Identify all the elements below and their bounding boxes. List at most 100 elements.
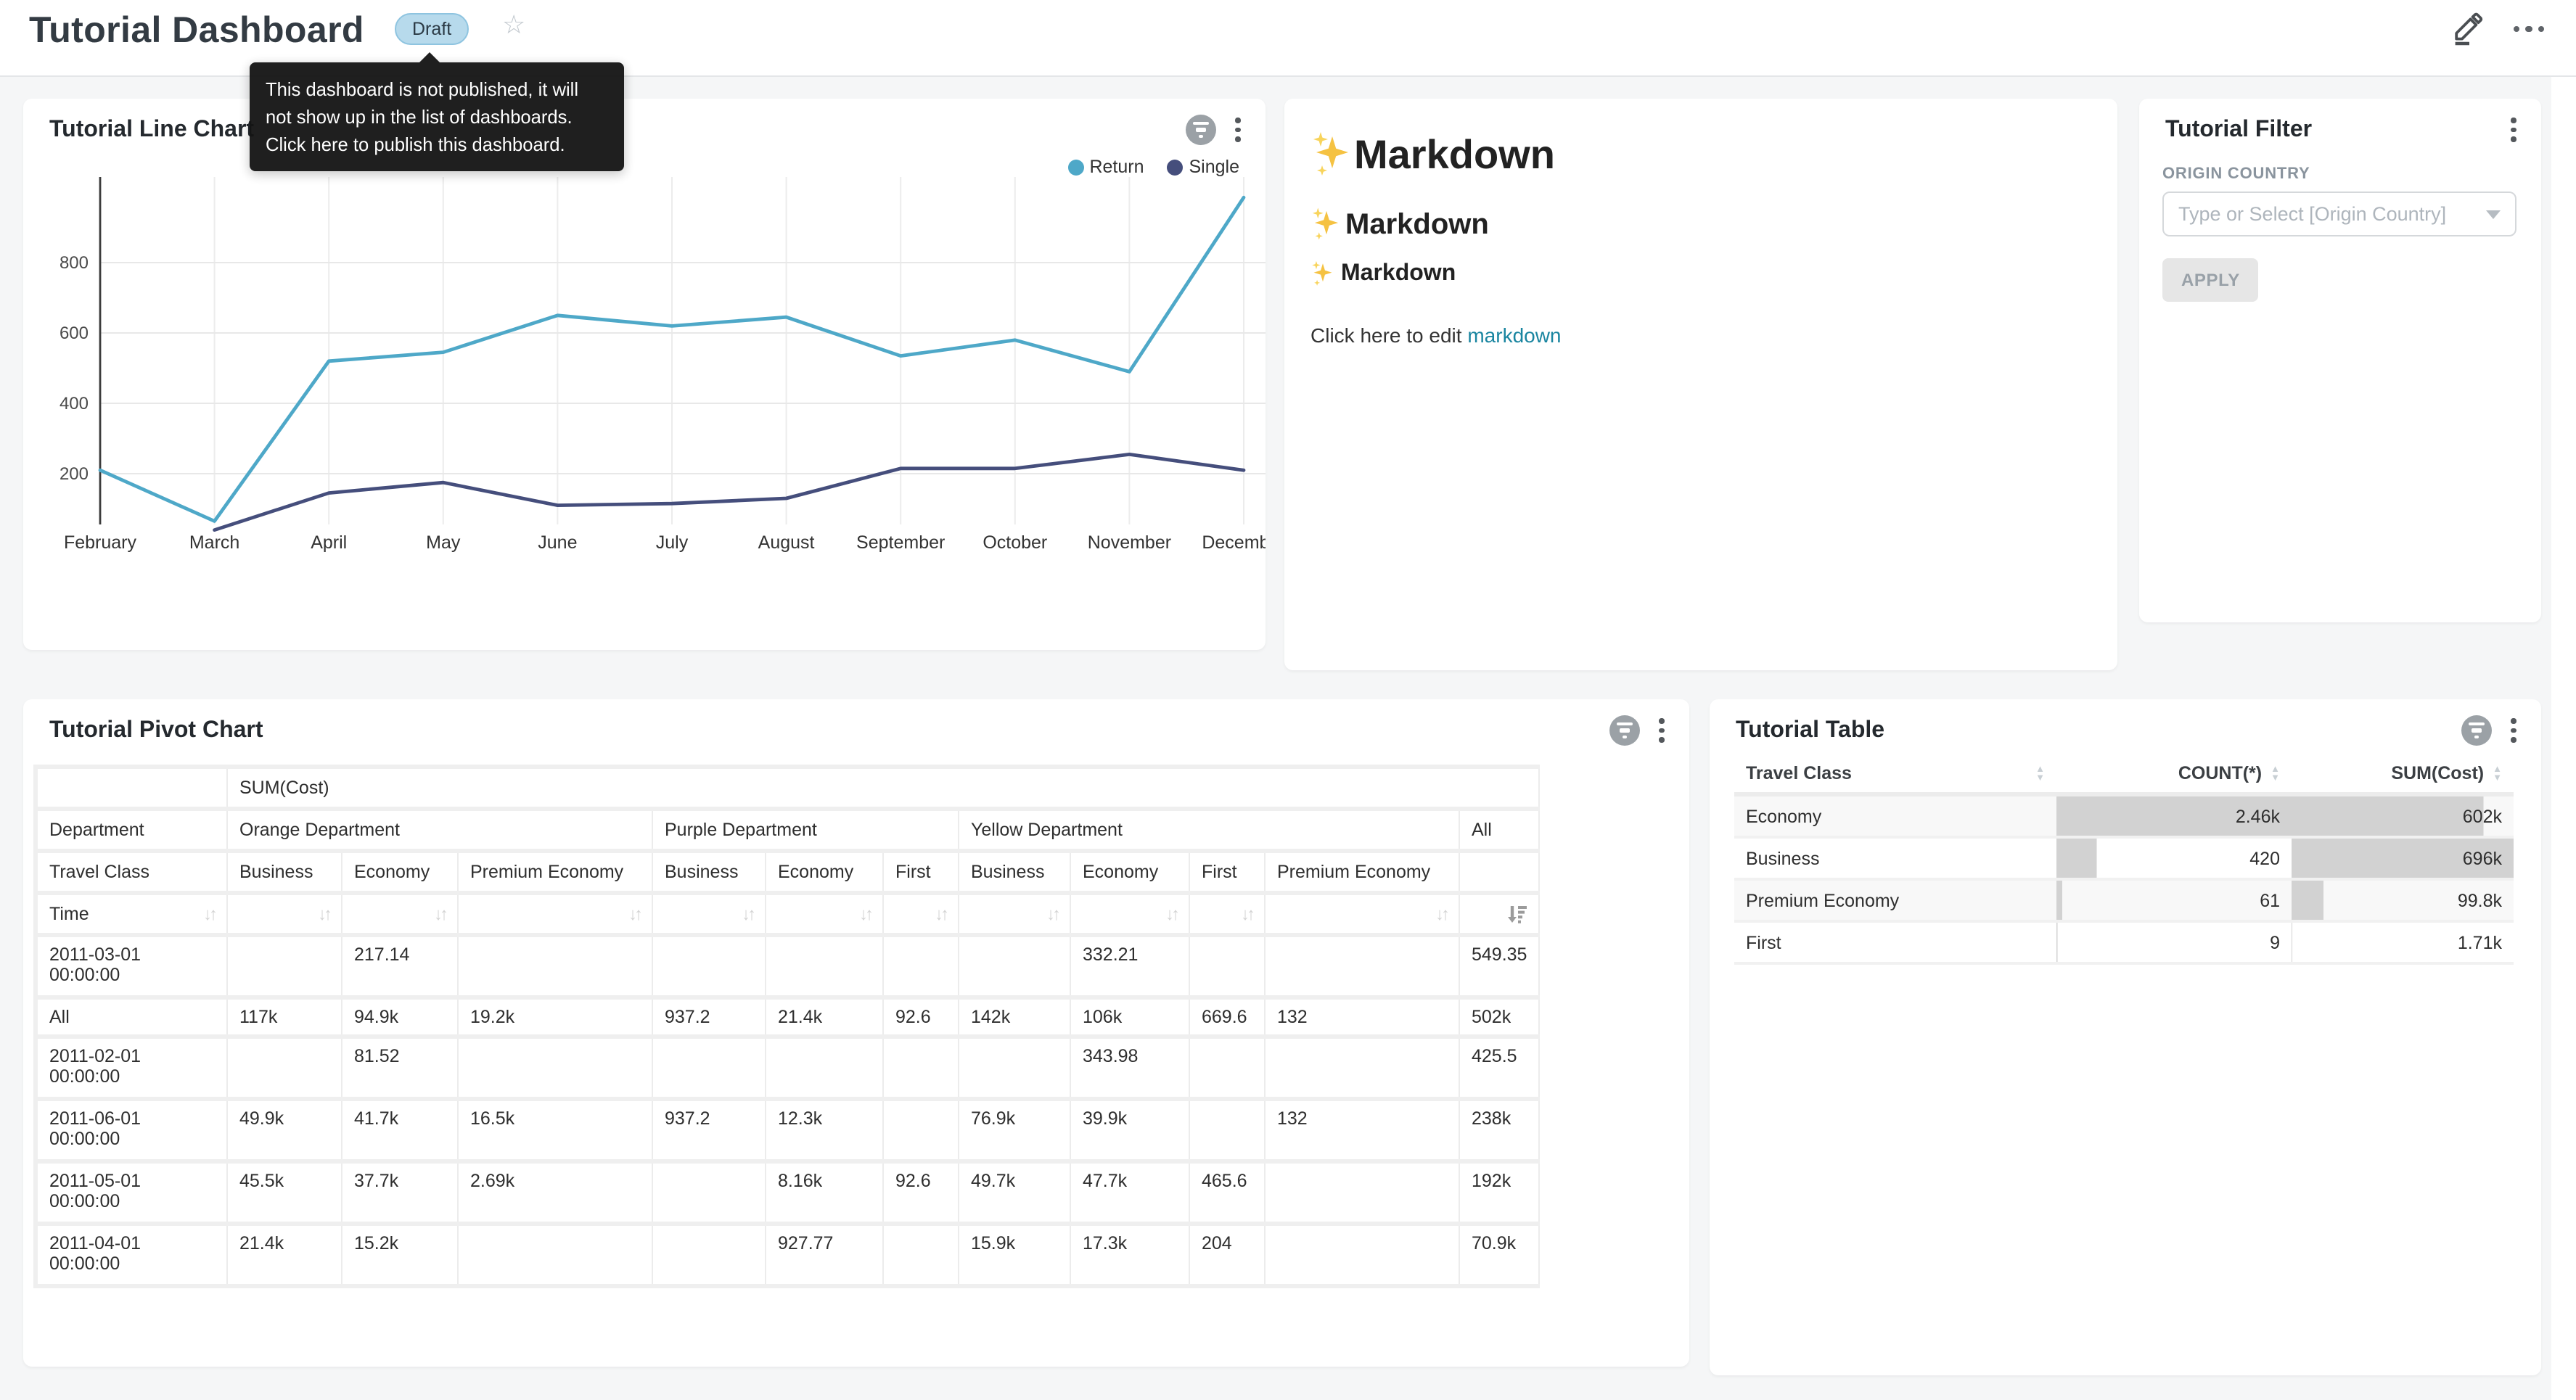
- pivot-value-cell: [227, 1037, 342, 1099]
- chart-menu-icon[interactable]: [1231, 115, 1245, 145]
- markdown-edit-link[interactable]: markdown: [1467, 324, 1561, 347]
- x-axis-label: September: [856, 532, 945, 553]
- sort-icon[interactable]: ↓↑: [1046, 904, 1058, 924]
- legend-dot: [1067, 159, 1083, 175]
- tooltip-arrow: [418, 52, 441, 64]
- pivot-row: All117k94.9k19.2k937.221.4k92.6142k106k6…: [36, 997, 1539, 1037]
- legend-item-return[interactable]: Return: [1067, 157, 1144, 177]
- pivot-value-cell: [883, 1224, 959, 1286]
- more-options-icon[interactable]: [2513, 17, 2544, 41]
- legend-item-single[interactable]: Single: [1168, 157, 1240, 177]
- pivot-value-cell: 465.6: [1189, 1161, 1265, 1224]
- sort-caret-icon: ▲▼: [2271, 766, 2280, 782]
- single-series-line: [215, 454, 1244, 530]
- draft-tooltip: This dashboard is not published, it will…: [250, 62, 624, 171]
- pivot-value-cell: [766, 935, 883, 997]
- sort-icon[interactable]: ↓↑: [628, 904, 640, 924]
- applied-filters-icon[interactable]: [2462, 715, 2493, 746]
- apply-button[interactable]: APPLY: [2162, 258, 2259, 302]
- table-card-title: Tutorial Table: [1736, 718, 1884, 744]
- pivot-value-cell: 94.9k: [342, 997, 458, 1037]
- pivot-value-cell: 49.9k: [227, 1099, 342, 1161]
- x-axis-label: August: [758, 532, 815, 553]
- sort-icon[interactable]: ↓↑: [203, 904, 215, 924]
- sort-icon[interactable]: ↓↑: [1165, 904, 1177, 924]
- chart-menu-icon[interactable]: [2507, 715, 2521, 746]
- x-axis-label: June: [538, 532, 577, 553]
- pivot-value-cell: [1265, 935, 1459, 997]
- pivot-value-cell: 204: [1189, 1224, 1265, 1286]
- pivot-value-cell: 15.9k: [959, 1224, 1070, 1286]
- pivot-value-cell: 117k: [227, 997, 342, 1037]
- pivot-row-label: 2011-04-01 00:00:00: [36, 1224, 227, 1286]
- pivot-sort-cell: ↓↑: [1265, 893, 1459, 935]
- tooltip-line: not show up in the list of dashboards.: [266, 103, 608, 131]
- markdown-paragraph: Click here to edit markdown: [1310, 324, 1562, 347]
- sort-icon[interactable]: ↓↑: [742, 904, 753, 924]
- applied-filters-icon[interactable]: [1186, 115, 1217, 145]
- filter-menu-icon[interactable]: [2507, 115, 2521, 145]
- pivot-value-cell: [883, 935, 959, 997]
- pivot-value-cell: 45.5k: [227, 1161, 342, 1224]
- pivot-value-cell: [652, 935, 766, 997]
- x-axis-label: July: [656, 532, 689, 553]
- pivot-value-cell: 15.2k: [342, 1224, 458, 1286]
- pivot-value-cell: 142k: [959, 997, 1070, 1037]
- pivot-class-col-header: Economy: [1070, 851, 1189, 893]
- pivot-value-cell: [458, 935, 652, 997]
- origin-country-select[interactable]: Type or Select [Origin Country]: [2162, 192, 2516, 236]
- pivot-row: 2011-05-01 00:00:0045.5k37.7k2.69k8.16k9…: [36, 1161, 1539, 1224]
- x-axis-label: October: [983, 532, 1047, 553]
- pivot-value-cell: [1189, 1037, 1265, 1099]
- pivot-class-header: Travel Class: [36, 851, 227, 893]
- pivot-value-cell: 81.52: [342, 1037, 458, 1099]
- pivot-value-cell: [1265, 1224, 1459, 1286]
- sort-icon[interactable]: ↓↑: [935, 904, 946, 924]
- edit-pencil-icon[interactable]: [2449, 12, 2484, 46]
- pivot-group-header: Orange Department: [227, 809, 652, 851]
- pivot-value-cell: 70.9k: [1459, 1224, 1539, 1286]
- pivot-class-col-header: Economy: [342, 851, 458, 893]
- legend-label: Single: [1189, 157, 1240, 177]
- pivot-value-cell: [458, 1224, 652, 1286]
- pivot-row-label: All: [36, 997, 227, 1037]
- sort-desc-icon[interactable]: [1506, 904, 1527, 924]
- pivot-value-cell: [652, 1037, 766, 1099]
- sort-icon[interactable]: ↓↑: [1241, 904, 1252, 924]
- chart-menu-icon[interactable]: [1655, 715, 1669, 746]
- table-cell-count: 61: [2056, 879, 2292, 921]
- table-column-header-sum-cost[interactable]: SUM(Cost)▲▼: [2292, 754, 2514, 794]
- pivot-sort-cell: ↓↑: [342, 893, 458, 935]
- markdown-card: Markdown Markdown Markdown Click here to…: [1284, 99, 2117, 670]
- draft-badge[interactable]: Draft: [395, 13, 469, 45]
- sort-icon[interactable]: ↓↑: [1435, 904, 1447, 924]
- pivot-value-cell: 217.14: [342, 935, 458, 997]
- pivot-value-cell: 343.98: [1070, 1037, 1189, 1099]
- applied-filters-icon[interactable]: [1610, 715, 1641, 746]
- sparkles-icon: [1310, 131, 1354, 180]
- pivot-value-cell: 669.6: [1189, 997, 1265, 1037]
- pivot-class-col-header: Premium Economy: [458, 851, 652, 893]
- favorite-star-icon[interactable]: ☆: [502, 10, 525, 41]
- pivot-value-cell: [883, 1037, 959, 1099]
- tooltip-line: Click here to publish this dashboard.: [266, 131, 608, 158]
- x-axis-label: April: [311, 532, 347, 553]
- pivot-value-cell: 549.35: [1459, 935, 1539, 997]
- pivot-class-col-header: Premium Economy: [1265, 851, 1459, 893]
- sort-icon[interactable]: ↓↑: [318, 904, 329, 924]
- pivot-value-cell: 21.4k: [766, 997, 883, 1037]
- table-column-header-count[interactable]: COUNT(*)▲▼: [2056, 754, 2292, 794]
- pivot-value-cell: 502k: [1459, 997, 1539, 1037]
- pivot-class-col-header: Business: [227, 851, 342, 893]
- table-cell-count: 420: [2056, 837, 2292, 879]
- pivot-row-label: 2011-03-01 00:00:00: [36, 935, 227, 997]
- y-axis-tick-label: 200: [60, 464, 89, 484]
- pivot-value-cell: 21.4k: [227, 1224, 342, 1286]
- chevron-down-icon: [2486, 210, 2501, 218]
- table-row: First91.71k: [1734, 921, 2514, 963]
- sort-icon[interactable]: ↓↑: [859, 904, 871, 924]
- tutorial-table: Travel Class▲▼COUNT(*)▲▼SUM(Cost)▲▼Econo…: [1734, 754, 2514, 965]
- sort-icon[interactable]: ↓↑: [434, 904, 446, 924]
- pivot-group-header: Purple Department: [652, 809, 959, 851]
- table-column-header-travel-class[interactable]: Travel Class▲▼: [1734, 754, 2056, 794]
